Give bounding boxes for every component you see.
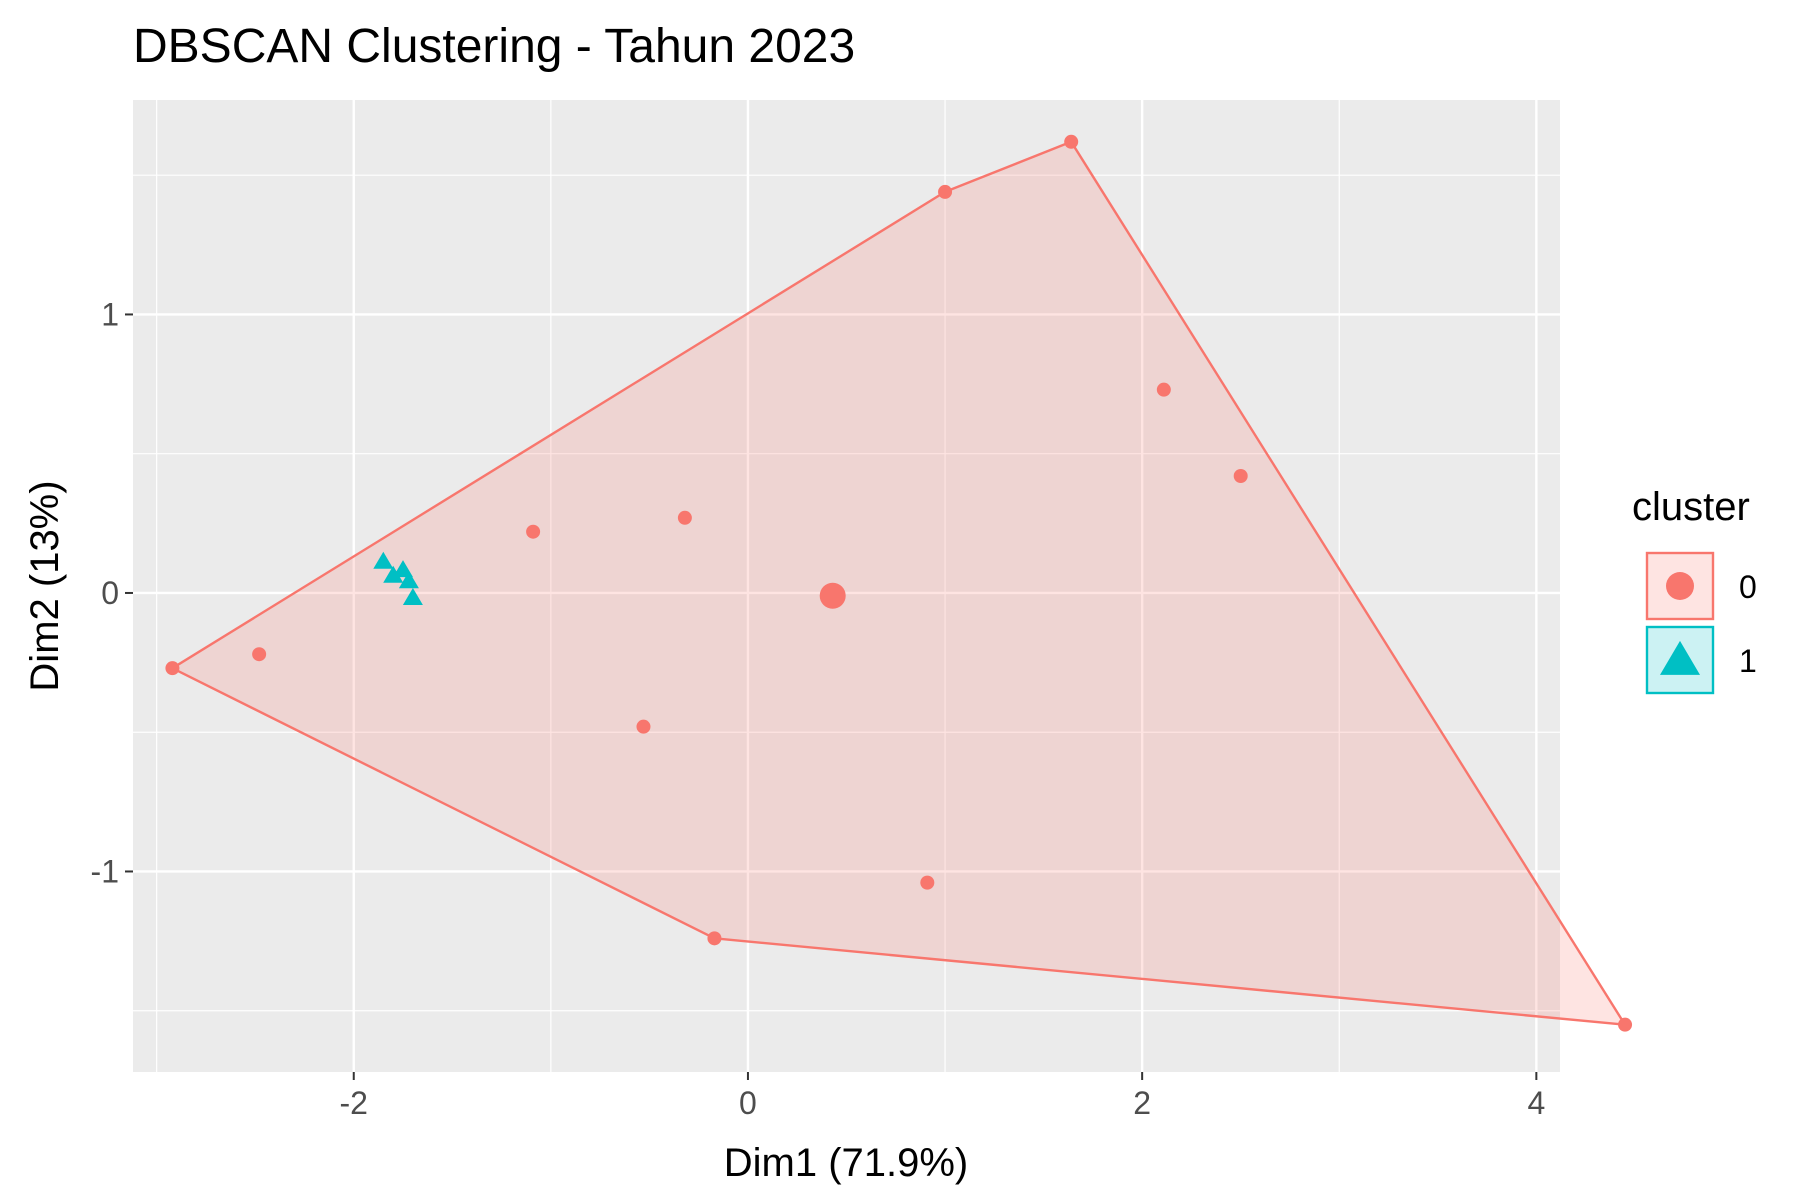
x-tick-label: 2 [1133,1085,1151,1121]
cluster-0-point [1618,1017,1633,1032]
legend-key [1645,551,1715,621]
legend-item-1: 1 [1645,625,1757,695]
cluster-1-point [373,551,394,569]
data-points [165,134,1633,1032]
cluster-1-point [402,588,423,605]
x-tick-label: 4 [1527,1085,1545,1121]
legend-label: 1 [1739,643,1757,679]
cluster-0-point [1064,134,1079,149]
legend-label: 0 [1739,569,1757,605]
y-tick-label: -1 [91,853,119,889]
cluster-0-point [1156,382,1171,397]
grid-major [133,100,1560,1072]
y-axis: -1 0 1 [91,296,133,889]
cluster-0-point [252,647,267,662]
legend-title: cluster [1632,485,1750,529]
x-axis-title: Dim1 (71.9%) [724,1141,969,1185]
legend-triangle-symbol [1660,640,1700,675]
x-tick-label: -2 [340,1085,368,1121]
legend-item-0: 0 [1645,551,1757,621]
legend-circle-symbol [1666,572,1694,600]
cluster-0-point [707,931,722,946]
plot-panel [133,100,1560,1072]
cluster-hulls [171,140,1627,1026]
y-axis-title: Dim2 (13%) [23,480,67,691]
chart-title: DBSCAN Clustering - Tahun 2023 [133,20,855,73]
cluster-1-point [383,565,404,583]
cluster-0-point [636,719,651,734]
x-tick-label: 0 [739,1085,757,1121]
x-axis: -2 0 2 4 [340,1072,1545,1121]
cluster-0-point [677,510,692,525]
cluster-1-point [398,571,419,589]
y-tick-label: 0 [101,575,119,611]
cluster-0-centroid [819,582,846,609]
cluster-0-point [938,184,953,199]
grid-minor [133,100,1560,1072]
cluster-0-point [920,875,935,890]
cluster-0-hull [171,140,1627,1026]
y-tick-label: 1 [101,296,119,332]
legend: cluster 0 1 [1632,485,1757,695]
cluster-0-point [1233,468,1248,483]
cluster-0-point [165,661,180,676]
cluster-0-point [526,524,541,539]
